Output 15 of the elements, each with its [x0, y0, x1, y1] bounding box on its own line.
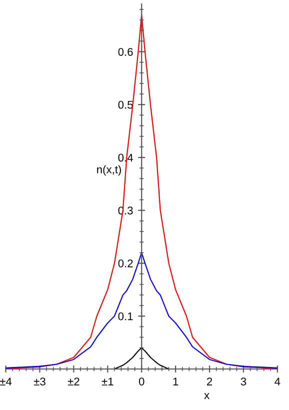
y-tick-label: 0.5 — [118, 100, 133, 109]
x-tick-label: ±1 — [102, 378, 114, 386]
y-tick-label: 0.1 — [118, 312, 133, 320]
x-tick-label: 3 — [240, 378, 246, 386]
y-tick-label: 0.2 — [118, 260, 133, 268]
x-tick-label: ±4 — [0, 378, 12, 386]
x-tick-label: ±3 — [34, 378, 46, 386]
x-axis-title: x — [204, 393, 210, 399]
y-axis-title: n(x,t) — [97, 165, 121, 176]
x-tick-label: 2 — [206, 378, 212, 386]
x-tick-label: 0 — [138, 378, 144, 386]
x-tick-label: 4 — [274, 378, 280, 386]
x-tick-label: 1 — [173, 378, 178, 386]
x-tick-label: ±2 — [68, 378, 80, 386]
y-tick-label: 0.6 — [118, 48, 133, 56]
